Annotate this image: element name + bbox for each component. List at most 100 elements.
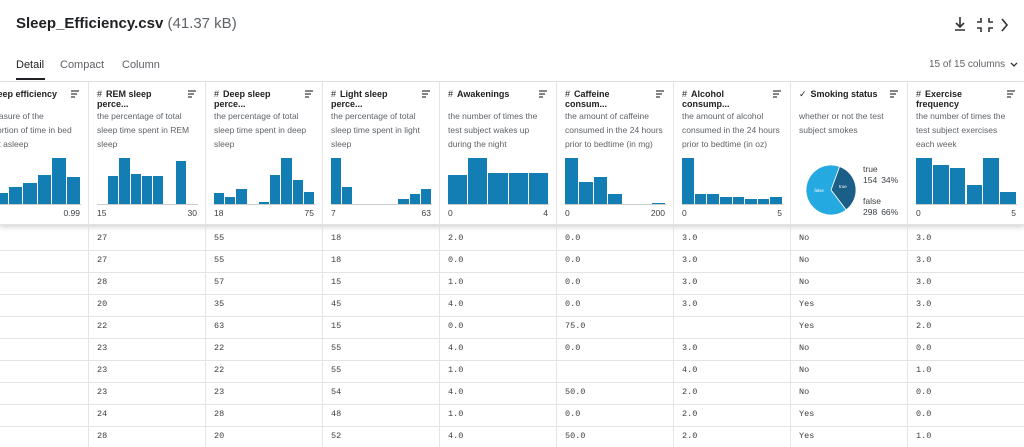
row-divider <box>0 250 89 251</box>
histogram-bar <box>141 175 153 204</box>
column-header: # REM sleep perce... <box>97 89 182 109</box>
histogram-bar <box>593 177 608 204</box>
row-divider <box>0 294 89 295</box>
menu-icon[interactable] <box>421 89 431 99</box>
table-cell: 0.0 <box>448 321 464 331</box>
row-divider <box>908 404 1024 405</box>
histogram-bar <box>468 158 488 204</box>
histogram-bar <box>528 172 548 204</box>
row-divider <box>440 250 557 251</box>
table-cell: 1.0 <box>916 431 932 441</box>
table-cell: No <box>799 387 810 397</box>
file-size: (41.37 kB) <box>167 15 237 32</box>
column-description: the percentage of total sleep time spent… <box>97 111 190 149</box>
histogram-bar <box>303 191 314 204</box>
menu-icon[interactable] <box>187 89 197 99</box>
hist-max: 5 <box>1011 208 1016 218</box>
table-cell: Yes <box>799 321 815 331</box>
table-cell: 18 <box>331 255 342 265</box>
row-divider <box>323 224 440 225</box>
menu-icon[interactable] <box>70 89 80 99</box>
column-description: the amount of caffeine consumed in the 2… <box>565 111 663 149</box>
row-divider <box>674 250 791 251</box>
row-divider <box>206 316 323 317</box>
menu-icon[interactable] <box>538 89 548 99</box>
column: # Awakenings the number of times the test … <box>439 82 557 447</box>
menu-icon[interactable] <box>889 89 899 99</box>
row-divider <box>206 224 323 225</box>
column-description: the amount of alcohol consumed in the 24… <box>682 111 780 149</box>
column-count[interactable]: 15 of 15 columns <box>929 59 1006 70</box>
type-icon: # <box>97 89 103 99</box>
row-divider <box>440 382 557 383</box>
row-divider <box>89 250 206 251</box>
axis-baseline <box>448 204 549 205</box>
histogram-bar <box>508 172 528 204</box>
axis-baseline <box>0 204 81 205</box>
menu-icon[interactable] <box>304 89 314 99</box>
table-cell: 20 <box>97 299 108 309</box>
row-divider <box>557 250 674 251</box>
column-name: Caffeine consum... <box>565 89 610 109</box>
hist-max: 4 <box>543 208 548 218</box>
row-divider <box>89 294 206 295</box>
tab[interactable]: Column <box>122 59 160 71</box>
table-cell: 3.0 <box>682 233 698 243</box>
dropdown-icon[interactable] <box>1009 60 1019 70</box>
histogram-bar <box>757 199 770 204</box>
column: # Light sleep perce... the percentage of t… <box>322 82 440 447</box>
column-name: Deep sleep perce... <box>214 89 271 109</box>
row-divider <box>440 360 557 361</box>
histogram-bar <box>983 158 1000 204</box>
table-cell: 23 <box>214 387 225 397</box>
column-name: Awakenings <box>457 89 510 99</box>
axis-baseline <box>916 204 1017 205</box>
table-cell: 0.0 <box>565 233 581 243</box>
row-divider <box>557 224 674 225</box>
axis-baseline <box>682 204 783 205</box>
table-cell: 0.0 <box>916 387 932 397</box>
tab[interactable]: Detail <box>16 59 45 71</box>
row-divider <box>791 404 908 405</box>
row-divider <box>323 338 440 339</box>
column-header: # Alcohol consump... <box>682 89 767 109</box>
table-cell: 0.0 <box>565 299 581 309</box>
tab[interactable]: Compact <box>60 59 105 71</box>
histogram-bar <box>331 158 342 204</box>
row-divider <box>674 316 791 317</box>
type-icon: # <box>916 89 922 99</box>
row-divider <box>791 272 908 273</box>
row-divider <box>674 294 791 295</box>
row-divider <box>791 316 908 317</box>
table-cell: 23 <box>97 365 108 375</box>
row-divider <box>206 426 323 427</box>
tab-underline <box>16 78 45 80</box>
pie-label: false <box>814 188 824 193</box>
table-cell: 20 <box>214 431 225 441</box>
table-cell: No <box>799 277 810 287</box>
table-cell: 3.0 <box>682 343 698 353</box>
menu-icon[interactable] <box>655 89 665 99</box>
row-divider <box>323 382 440 383</box>
menu-icon[interactable] <box>772 89 782 99</box>
row-divider <box>0 338 89 339</box>
table-cell: 15 <box>331 277 342 287</box>
row-divider <box>674 224 791 225</box>
row-divider <box>557 360 674 361</box>
histogram-bar <box>66 177 80 204</box>
header-icons[interactable] <box>950 14 1020 36</box>
table-cell: 35 <box>214 299 225 309</box>
histogram-bar <box>37 174 52 204</box>
column-description: the percentage of total sleep time spent… <box>331 111 420 149</box>
column-description: the number of times the test subject wak… <box>448 111 538 149</box>
table-cell: 0.0 <box>916 409 932 419</box>
table-cell: 28 <box>97 277 108 287</box>
menu-icon[interactable] <box>1006 89 1016 99</box>
row-divider <box>206 294 323 295</box>
table-cell: 55 <box>331 343 342 353</box>
table-cell: 3.0 <box>916 277 932 287</box>
row-divider <box>206 272 323 273</box>
table-cell: 0.0 <box>448 255 464 265</box>
table-cell: 18 <box>331 233 342 243</box>
legend-count: 154 <box>863 175 878 185</box>
